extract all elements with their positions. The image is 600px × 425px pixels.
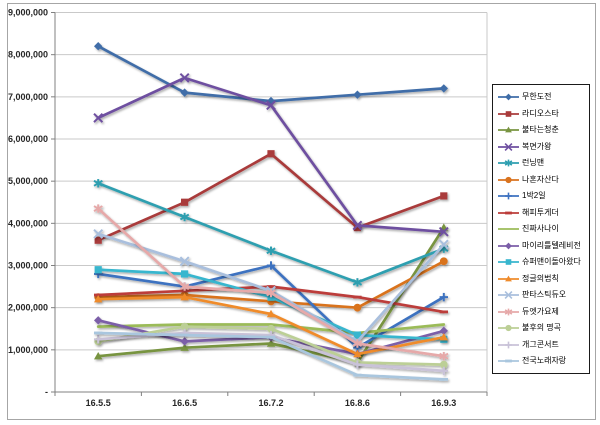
legend-x-marker-icon [498,291,519,299]
legend-item: 마이리틀텔레비전 [498,238,587,253]
legend-item: 듀엣가요제 [498,304,587,319]
series-line-14 [93,204,449,361]
chart-frame [7,3,596,420]
legend-diamond-marker-icon [498,242,519,249]
legend-plus-marker-icon [498,192,519,200]
legend-triangle-marker-icon [498,275,519,281]
legend-x-marker-icon [498,142,519,151]
x-tick-label: 16.6.5 [172,398,197,408]
legend-label: 듀엣가요제 [522,306,559,316]
series-line-9 [96,323,446,335]
legend-item: 판타스틱듀오 [498,288,587,303]
legend-item: 나혼자산다 [498,172,587,187]
y-tick-label: 2,000,000 [8,303,48,313]
legend-item: 런닝맨 [498,156,587,171]
y-tick-label: 8,000,000 [8,50,48,60]
legend-item: 개그콘서트 [498,337,587,352]
y-tick-label: - [45,387,48,397]
y-tick-label: 6,000,000 [8,134,48,144]
legend-label: 런닝맨 [522,158,545,167]
series-line-5 [93,179,449,287]
legend-label: 마이리틀텔레비전 [522,240,581,250]
legend-label: 판타스틱듀오 [522,290,567,299]
legend-item: 불타는청춘 [498,123,587,138]
legend-label: 라디오스타 [522,108,559,118]
legend-item: 복면가왕 [498,139,587,154]
legend-label: 1박2일 [522,191,546,200]
legend-item: 진짜사나이 [498,222,587,237]
legend-none-marker-icon [498,228,519,230]
legend-plus-marker-icon [498,341,519,348]
legend-label: 전국노래자랑 [522,356,567,365]
legend-circle-marker-icon [498,176,519,183]
legend-label: 불타는청춘 [522,125,559,134]
y-tick-label: 9,000,000 [8,8,48,18]
legend-item: 해피투게더 [498,205,587,220]
legend-label: 복면가왕 [522,141,552,151]
legend-label: 정글의법칙 [522,273,559,283]
gridlines [55,12,488,392]
chart-legend: 무한도전 라디오스타 불타는청춘 복면가왕 런닝맨 나혼자산다 1박2일 해피투… [492,84,590,374]
x-tick-label: 16.7.2 [258,398,283,408]
legend-item: 라디오스타 [498,106,587,121]
legend-label: 무한도전 [522,92,552,101]
axes [51,12,488,396]
legend-square-marker-icon [498,110,519,117]
legend-dash-marker-icon [498,359,519,363]
legend-item: 무한도전 [498,90,587,105]
legend-label: 불후의 명곡 [522,323,562,332]
series-line-4 [93,72,449,237]
series-line-2 [94,150,448,244]
x-axis-labels: 16.5.5 16.6.5 16.7.2 16.8.6 16.9.3 [86,398,457,408]
legend-item: 정글의법칙 [498,271,587,286]
series-line-8 [94,285,448,314]
legend-asterisk-marker-icon [498,308,519,315]
x-tick-label: 16.8.6 [345,398,370,408]
x-tick-label: 16.9.3 [431,398,456,408]
legend-dash-marker-icon [498,211,519,214]
series-line-17 [94,331,448,381]
x-tick-label: 16.5.5 [86,398,111,408]
y-axis-labels: 9,000,000 8,000,000 7,000,000 6,000,000 5,00… [8,8,48,398]
legend-label: 해피투게더 [522,207,559,217]
y-tick-label: 3,000,000 [8,261,48,271]
legend-diamond-marker-icon [498,93,519,101]
legend-triangle-marker-icon [498,126,519,133]
legend-label: 진짜사나이 [522,224,559,233]
y-tick-label: 5,000,000 [8,176,48,186]
y-tick-label: 1,000,000 [8,345,48,355]
y-tick-label: 4,000,000 [8,218,48,228]
legend-label: 개그콘서트 [522,339,559,349]
legend-circle-marker-icon [498,324,519,332]
y-tick-label: 7,000,000 [8,92,48,102]
legend-item: 1박2일 [498,189,587,204]
legend-asterisk-marker-icon [498,159,519,167]
legend-item: 슈퍼맨이돌아왔다 [498,255,587,270]
legend-item: 불후의 명곡 [498,321,587,336]
legend-square-marker-icon [498,259,519,265]
legend-label: 나혼자산다 [522,174,559,184]
legend-item: 전국노래자랑 [498,354,587,369]
legend-label: 슈퍼맨이돌아왔다 [522,257,581,266]
